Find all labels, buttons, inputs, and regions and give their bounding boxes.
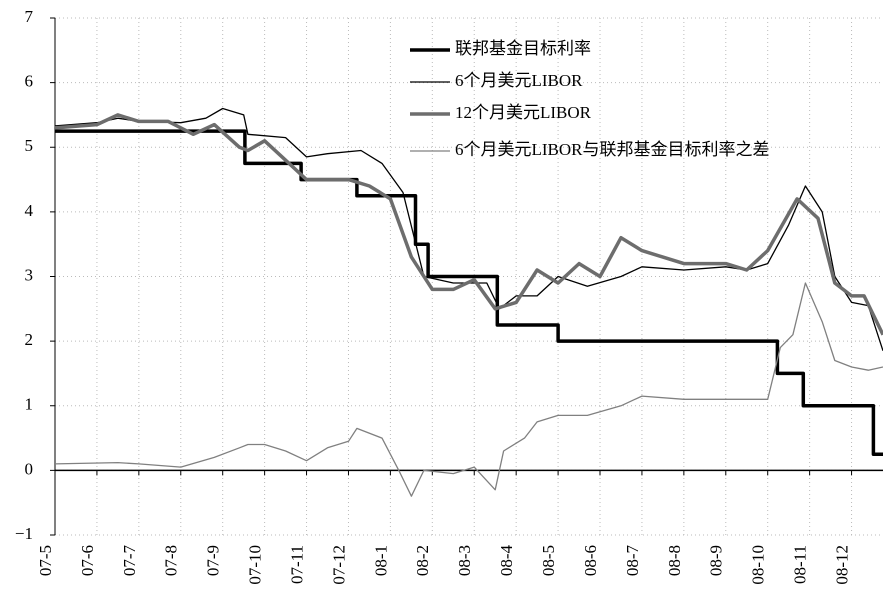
x-tick-label: 07-10 xyxy=(246,545,265,585)
y-tick-label: 1 xyxy=(25,395,34,414)
series-line xyxy=(54,113,883,336)
x-tick-label: 07-9 xyxy=(204,545,223,576)
x-tick-label: 08-3 xyxy=(455,545,474,576)
x-tick-label: 08-1 xyxy=(371,545,390,576)
x-tick-label: 07-12 xyxy=(329,545,348,585)
y-tick-label: 6 xyxy=(25,72,34,91)
legend-label: 联邦基金目标利率 xyxy=(455,39,591,58)
legend-label: 6个月美元LIBOR与联邦基金目标利率之差 xyxy=(455,140,770,159)
x-tick-label: 07-5 xyxy=(36,545,55,576)
legend-label: 12个月美元LIBOR xyxy=(455,103,592,122)
x-tick-label: 08-10 xyxy=(749,545,768,585)
x-tick-label: 07-11 xyxy=(287,545,306,584)
y-tick-label: 2 xyxy=(25,330,34,349)
x-tick-label: 08-11 xyxy=(791,545,810,584)
x-tick-label: 07-8 xyxy=(162,545,181,576)
y-tick-label: −1 xyxy=(15,524,33,543)
x-tick-label: 08-6 xyxy=(581,545,600,576)
series-line xyxy=(54,107,883,352)
x-tick-label: 08-12 xyxy=(832,545,851,585)
legend-label: 6个月美元LIBOR xyxy=(455,71,583,90)
x-tick-label: 08-5 xyxy=(539,545,558,576)
x-tick-label: 08-7 xyxy=(623,545,642,577)
y-tick-label: 7 xyxy=(25,7,34,26)
y-tick-label: 5 xyxy=(25,136,34,155)
y-tick-label: 0 xyxy=(25,459,34,478)
x-tick-label: 08-8 xyxy=(665,545,684,576)
series-line xyxy=(55,129,883,456)
y-tick-label: 4 xyxy=(25,201,34,220)
x-tick-label: 08-4 xyxy=(497,545,516,577)
x-tick-label: 08-9 xyxy=(707,545,726,576)
y-tick-label: 3 xyxy=(25,265,34,284)
x-tick-label: 07-7 xyxy=(120,545,139,577)
x-tick-label: 08-2 xyxy=(413,545,432,576)
x-tick-label: 07-6 xyxy=(78,545,97,576)
series-line xyxy=(54,282,883,497)
